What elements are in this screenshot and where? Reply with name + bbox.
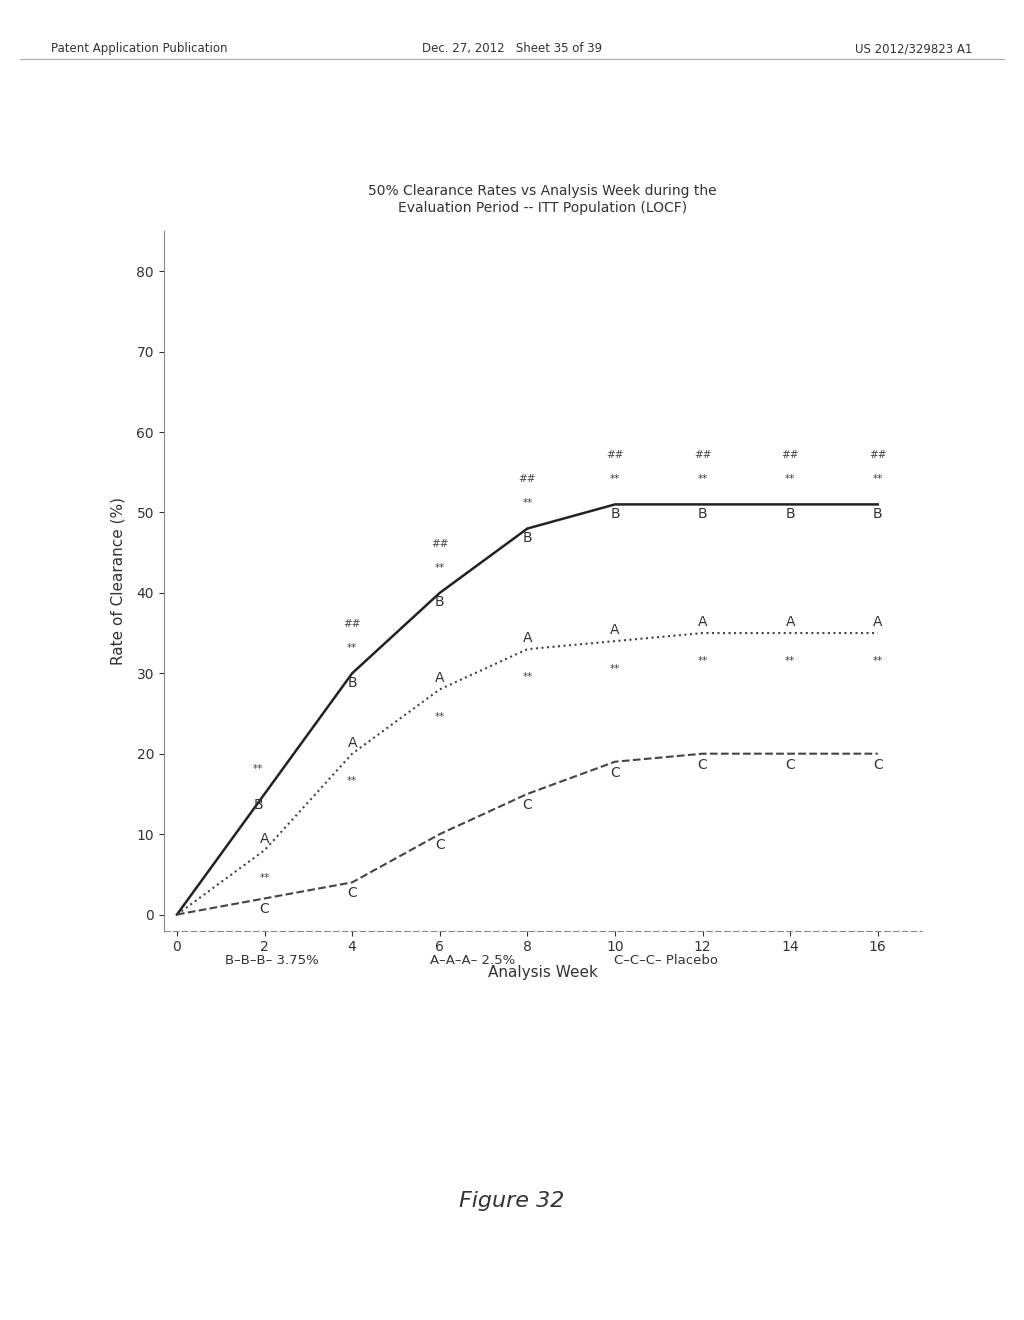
Text: Dec. 27, 2012   Sheet 35 of 39: Dec. 27, 2012 Sheet 35 of 39 bbox=[422, 42, 602, 55]
Text: **: ** bbox=[434, 711, 444, 722]
Text: C: C bbox=[347, 886, 357, 900]
Text: B: B bbox=[347, 676, 357, 689]
Text: **: ** bbox=[347, 776, 357, 787]
Text: B: B bbox=[435, 595, 444, 610]
Text: ##: ## bbox=[343, 619, 360, 630]
Text: C–C–C– Placebo: C–C–C– Placebo bbox=[614, 954, 719, 968]
Text: C: C bbox=[785, 758, 795, 772]
Text: A: A bbox=[873, 615, 883, 630]
Text: C: C bbox=[260, 903, 269, 916]
Text: C: C bbox=[435, 838, 444, 853]
Text: C: C bbox=[872, 758, 883, 772]
Text: **: ** bbox=[610, 664, 621, 673]
Title: 50% Clearance Rates vs Analysis Week during the
Evaluation Period -- ITT Populat: 50% Clearance Rates vs Analysis Week dur… bbox=[369, 185, 717, 215]
Text: ##: ## bbox=[431, 539, 449, 549]
Text: **: ** bbox=[872, 656, 883, 665]
Text: B: B bbox=[697, 507, 708, 521]
Text: **: ** bbox=[697, 474, 708, 484]
Text: Patent Application Publication: Patent Application Publication bbox=[51, 42, 227, 55]
Text: ##: ## bbox=[694, 450, 712, 461]
Text: A: A bbox=[522, 631, 532, 645]
Text: US 2012/329823 A1: US 2012/329823 A1 bbox=[855, 42, 973, 55]
Text: B–B–B– 3.75%: B–B–B– 3.75% bbox=[225, 954, 319, 968]
Text: A–A–A– 2.5%: A–A–A– 2.5% bbox=[430, 954, 515, 968]
Text: ##: ## bbox=[781, 450, 799, 461]
Text: C: C bbox=[522, 797, 532, 812]
Text: **: ** bbox=[697, 656, 708, 665]
Text: B: B bbox=[522, 531, 532, 545]
Text: A: A bbox=[435, 672, 444, 685]
Text: **: ** bbox=[785, 474, 796, 484]
Text: **: ** bbox=[522, 499, 532, 508]
Text: ##: ## bbox=[518, 474, 537, 484]
Text: B: B bbox=[873, 507, 883, 521]
X-axis label: Analysis Week: Analysis Week bbox=[487, 965, 598, 981]
Text: A: A bbox=[697, 615, 708, 630]
Text: B: B bbox=[253, 797, 263, 812]
Y-axis label: Rate of Clearance (%): Rate of Clearance (%) bbox=[111, 496, 125, 665]
Text: **: ** bbox=[259, 873, 269, 883]
Text: **: ** bbox=[610, 474, 621, 484]
Text: **: ** bbox=[253, 764, 263, 774]
Text: **: ** bbox=[785, 656, 796, 665]
Text: C: C bbox=[610, 766, 620, 780]
Text: **: ** bbox=[434, 562, 444, 573]
Text: Figure 32: Figure 32 bbox=[460, 1191, 564, 1212]
Text: C: C bbox=[697, 758, 708, 772]
Text: A: A bbox=[610, 623, 620, 638]
Text: **: ** bbox=[522, 672, 532, 681]
Text: A: A bbox=[347, 735, 357, 750]
Text: **: ** bbox=[872, 474, 883, 484]
Text: B: B bbox=[610, 507, 620, 521]
Text: ##: ## bbox=[606, 450, 624, 461]
Text: B: B bbox=[785, 507, 795, 521]
Text: **: ** bbox=[347, 643, 357, 653]
Text: A: A bbox=[260, 832, 269, 846]
Text: ##: ## bbox=[869, 450, 887, 461]
Text: A: A bbox=[785, 615, 795, 630]
